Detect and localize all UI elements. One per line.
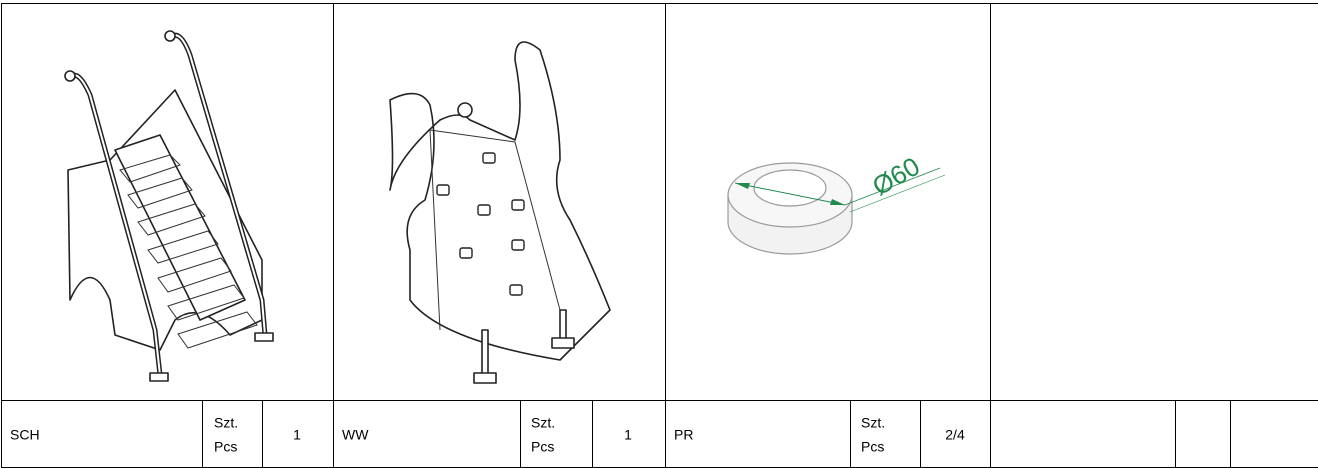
unit-label: Szt.: [861, 415, 885, 431]
unit-label: Pcs: [214, 439, 237, 455]
quantity: 2/4: [945, 427, 965, 443]
unit-label: Szt.: [214, 415, 238, 431]
unit-label: Szt.: [531, 415, 555, 431]
unit-label: Pcs: [531, 439, 554, 455]
item-code: WW: [342, 427, 369, 443]
climbing-wall-drawing: [389, 41, 611, 384]
item-code: PR: [674, 427, 693, 443]
item-3: PR Szt. Pcs 2/4: [674, 415, 965, 455]
item-code: SCH: [10, 427, 40, 443]
ring-drawing: Ø60: [727, 151, 946, 255]
quantity: 1: [293, 427, 301, 443]
quantity: 1: [624, 427, 632, 443]
item-2: WW Szt. Pcs 1: [342, 415, 632, 455]
item-1: SCH Szt. Pcs 1: [10, 415, 301, 455]
unit-label: Pcs: [861, 439, 884, 455]
stairs-drawing: [64, 30, 274, 382]
